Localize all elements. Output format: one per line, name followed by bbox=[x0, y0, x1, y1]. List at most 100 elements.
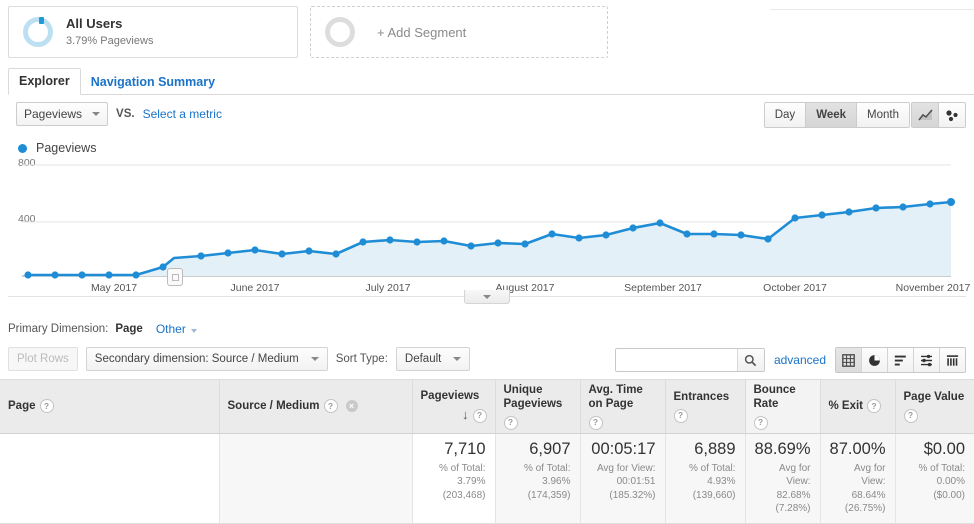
chevron-down-icon bbox=[483, 294, 491, 299]
report-table: Page ? Source / Medium ? × Pageviews ↓ ? bbox=[0, 379, 974, 524]
secondary-dimension-label: Secondary dimension: Source / Medium bbox=[94, 353, 299, 365]
pageviews-line-chart bbox=[22, 164, 955, 279]
chevron-down-icon bbox=[92, 112, 101, 116]
column-label: Pageviews bbox=[420, 390, 480, 403]
summary-subtext: % of Total: 0.00% ($0.00) bbox=[918, 462, 965, 501]
summary-cell-source-medium bbox=[218, 433, 412, 524]
granularity-month-button[interactable]: Month bbox=[857, 103, 909, 127]
summary-value: 6,907 bbox=[529, 439, 571, 458]
summary-cell-bounce-rate: 88.69% Avg for View: 82.68% (7.28%) bbox=[744, 433, 820, 524]
performance-view-icon[interactable] bbox=[888, 348, 914, 372]
add-segment-donut-icon bbox=[325, 17, 355, 47]
summary-value: 00:05:17 bbox=[591, 439, 656, 458]
column-label: Unique Pageviews bbox=[503, 384, 563, 411]
primary-dimension-other[interactable]: Other bbox=[156, 322, 197, 336]
help-icon[interactable]: ? bbox=[472, 408, 487, 423]
help-icon[interactable]: ? bbox=[39, 399, 54, 414]
table-summary-row: 7,710 % of Total: 3.79% (203,468) 6,907 … bbox=[0, 433, 974, 524]
segment-title: All Users bbox=[66, 15, 123, 31]
summary-cell-entrances: 6,889 % of Total: 4.93% (139,660) bbox=[664, 433, 745, 524]
x-axis-labels: May 2017 June 2017 July 2017 August 2017… bbox=[8, 282, 970, 300]
primary-dimension-page[interactable]: Page bbox=[115, 323, 143, 335]
sort-type-label: Sort Type: bbox=[335, 353, 388, 365]
column-header-bounce-rate[interactable]: Bounce Rate ? bbox=[744, 379, 820, 434]
x-tick-november: November 2017 bbox=[895, 282, 971, 294]
column-header-pageviews[interactable]: Pageviews ↓ ? bbox=[411, 379, 495, 434]
tab-navigation-summary[interactable]: Navigation Summary bbox=[90, 75, 216, 89]
granularity-day-button[interactable]: Day bbox=[764, 103, 807, 127]
pie-chart-view-icon[interactable] bbox=[862, 348, 888, 372]
summary-value: $0.00 bbox=[923, 439, 965, 458]
summary-subtext: Avg for View: 00:01:51 (185.32%) bbox=[596, 462, 656, 501]
column-header-unique-pageviews[interactable]: Unique Pageviews ? bbox=[494, 379, 580, 434]
segment-bar: All Users 3.79% Pageviews + Add Segment bbox=[8, 6, 608, 58]
column-header-avg-time-on-page[interactable]: Avg. Time on Page ? bbox=[579, 379, 665, 434]
table-view-icon[interactable] bbox=[836, 348, 862, 372]
help-icon[interactable]: ? bbox=[323, 399, 338, 414]
search-input[interactable] bbox=[615, 349, 737, 371]
x-tick-september: September 2017 bbox=[624, 282, 702, 294]
secondary-dimension-select[interactable]: Secondary dimension: Source / Medium bbox=[85, 347, 328, 371]
advanced-link[interactable]: advanced bbox=[773, 353, 826, 367]
summary-cell-avg-time-on-page: 00:05:17 Avg for View: 00:01:51 (185.32%… bbox=[579, 433, 665, 524]
summary-cell-unique-pageviews: 6,907 % of Total: 3.96% (174,359) bbox=[494, 433, 580, 524]
metric-select[interactable]: Pageviews bbox=[16, 102, 109, 126]
sort-descending-icon[interactable]: ↓ bbox=[462, 407, 469, 423]
sort-type-select[interactable]: Default bbox=[395, 347, 471, 371]
column-header-percent-exit[interactable]: % Exit ? bbox=[819, 379, 895, 434]
column-label: Entrances bbox=[673, 391, 730, 404]
column-header-page-value[interactable]: Page Value ? bbox=[894, 379, 974, 434]
help-icon[interactable]: ? bbox=[673, 408, 688, 423]
summary-cell-page-value: $0.00 % of Total: 0.00% ($0.00) bbox=[894, 433, 974, 524]
help-icon[interactable]: ? bbox=[867, 399, 882, 414]
chart-panel: Pageviews VS. Select a metric Day Week M… bbox=[8, 94, 970, 304]
table-toolbar: Plot Rows Secondary dimension: Source / … bbox=[8, 345, 966, 375]
chevron-down-icon bbox=[190, 329, 197, 333]
chevron-down-icon bbox=[310, 357, 319, 361]
column-header-page[interactable]: Page ? bbox=[0, 379, 219, 434]
segment-all-users[interactable]: All Users 3.79% Pageviews bbox=[8, 6, 298, 58]
help-icon[interactable]: ? bbox=[903, 408, 918, 423]
cutoff-top-element bbox=[770, 0, 974, 10]
help-icon[interactable]: ? bbox=[588, 415, 603, 430]
table-header-row: Page ? Source / Medium ? × Pageviews ↓ ? bbox=[0, 379, 974, 434]
granularity-group: Day Week Month bbox=[763, 102, 910, 128]
motion-chart-icon[interactable] bbox=[939, 103, 965, 127]
remove-column-icon[interactable]: × bbox=[345, 400, 358, 413]
collapse-chart-button[interactable] bbox=[464, 290, 510, 304]
segment-subtitle: 3.79% Pageviews bbox=[66, 35, 154, 48]
help-icon[interactable]: ? bbox=[753, 415, 768, 430]
tab-explorer[interactable]: Explorer bbox=[8, 68, 81, 95]
x-tick-october: October 2017 bbox=[763, 282, 827, 294]
metric-select-label: Pageviews bbox=[24, 107, 83, 121]
chart-plot-area[interactable]: 800 400 bbox=[8, 157, 970, 294]
legend-color-dot bbox=[18, 143, 27, 153]
column-label: % Exit bbox=[828, 400, 864, 413]
summary-cell-percent-exit: 87.00% Avg for View: 68.64% (26.75%) bbox=[819, 433, 895, 524]
column-label: Source / Medium bbox=[227, 400, 320, 413]
legend-label: Pageviews bbox=[36, 141, 97, 155]
plot-rows-button[interactable]: Plot Rows bbox=[8, 347, 78, 371]
help-icon[interactable]: ? bbox=[503, 415, 518, 430]
search-icon[interactable] bbox=[736, 349, 764, 371]
line-chart-icon[interactable] bbox=[912, 103, 939, 127]
column-header-source-medium[interactable]: Source / Medium ? × bbox=[218, 379, 412, 434]
x-tick-may: May 2017 bbox=[90, 282, 138, 294]
granularity-week-button[interactable]: Week bbox=[806, 103, 858, 127]
table-search[interactable] bbox=[614, 348, 765, 372]
column-label: Page bbox=[8, 400, 36, 413]
date-range-drag-handle[interactable] bbox=[167, 268, 183, 286]
comparison-view-icon[interactable] bbox=[914, 348, 940, 372]
pivot-view-icon[interactable] bbox=[940, 348, 965, 372]
add-segment-button[interactable]: + Add Segment bbox=[310, 6, 608, 58]
primary-dimension-row: Primary Dimension: Page Other bbox=[8, 322, 197, 336]
column-label: Page Value bbox=[903, 391, 965, 404]
add-segment-label: + Add Segment bbox=[377, 24, 467, 40]
column-label: Avg. Time on Page bbox=[588, 384, 643, 411]
select-a-metric-link[interactable]: Select a metric bbox=[142, 107, 222, 121]
metric-selector-row: Pageviews VS. Select a metric bbox=[16, 102, 222, 126]
other-label: Other bbox=[155, 322, 186, 336]
column-header-entrances[interactable]: Entrances ? bbox=[664, 379, 745, 434]
summary-subtext: % of Total: 3.79% (203,468) bbox=[438, 462, 486, 501]
y-axis-tick-800: 800 bbox=[18, 157, 36, 169]
